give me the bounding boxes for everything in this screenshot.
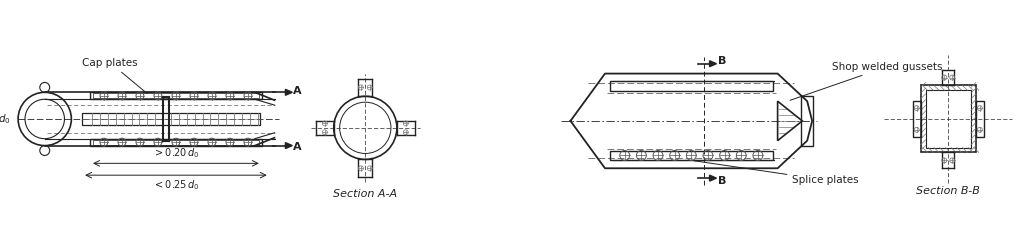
Bar	[610, 151, 773, 160]
Polygon shape	[710, 175, 717, 181]
Bar	[913, 101, 920, 137]
Bar	[925, 90, 971, 148]
Text: Splice plates: Splice plates	[694, 161, 859, 185]
Bar	[610, 82, 773, 91]
Text: A: A	[293, 142, 302, 152]
Bar	[976, 101, 983, 137]
Bar	[920, 85, 976, 152]
Text: $> 0.20\,d_0$: $> 0.20\,d_0$	[153, 147, 200, 160]
Text: $d_0$: $d_0$	[0, 112, 10, 126]
Bar	[801, 96, 813, 146]
Text: Section A-A: Section A-A	[333, 189, 397, 199]
Bar	[82, 113, 260, 125]
Text: $< 0.25\,d_0$: $< 0.25\,d_0$	[153, 178, 200, 192]
Text: Section B-B: Section B-B	[916, 186, 980, 196]
Bar	[93, 93, 259, 98]
Text: Cap plates: Cap plates	[82, 58, 148, 94]
Polygon shape	[710, 61, 717, 67]
Text: B: B	[719, 56, 727, 66]
Text: B: B	[719, 176, 727, 186]
Bar	[93, 140, 259, 145]
Polygon shape	[285, 89, 292, 95]
Bar	[91, 139, 262, 146]
Polygon shape	[285, 143, 292, 149]
Text: Shop welded gussets: Shop welded gussets	[790, 62, 943, 100]
Text: A: A	[293, 86, 302, 96]
Bar	[91, 92, 262, 99]
